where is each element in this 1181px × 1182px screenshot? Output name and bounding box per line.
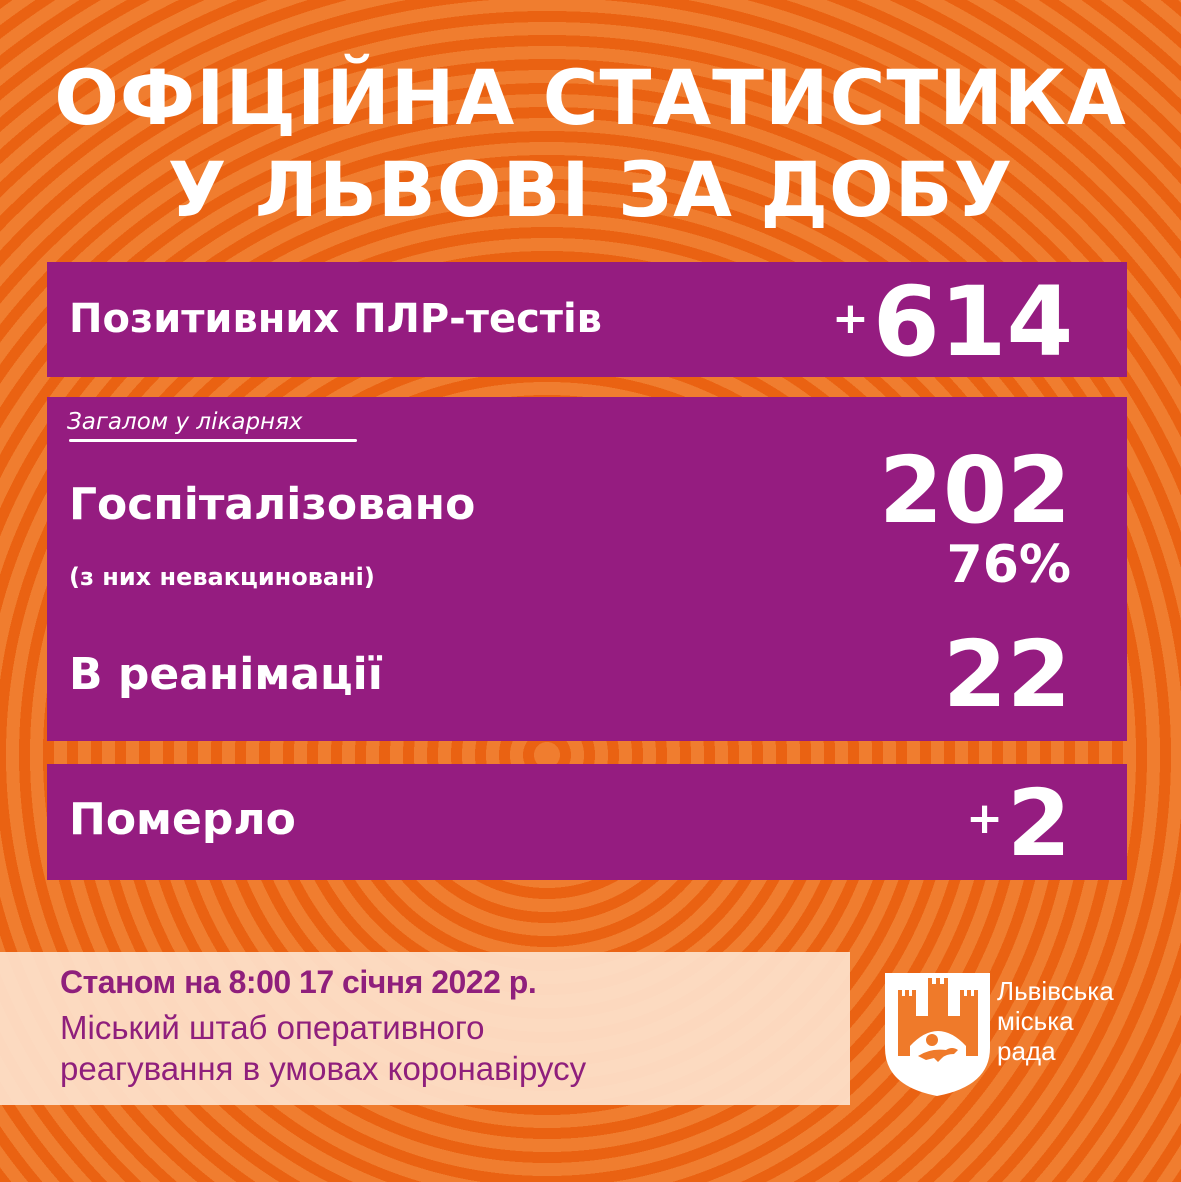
positive-tests-label: Позитивних ПЛР-тестів (69, 296, 602, 342)
hospitalized-label: Госпіталізовано (69, 479, 476, 530)
deaths-value: +2 (966, 778, 1071, 870)
title-line-1: ОФІЦІЙНА СТАТИСТИКА (54, 53, 1127, 142)
positive-tests-number: 614 (872, 266, 1074, 378)
footer-source-box: Станом на 8:00 17 січня 2022 р. Міський … (0, 952, 850, 1105)
hospitals-panel: Загалом у лікарнях Госпіталізовано 202 (… (47, 397, 1127, 741)
deaths-label: Померло (69, 794, 296, 845)
city-council-logo-text: Львівська міська рада (997, 976, 1114, 1066)
section-underline (69, 439, 357, 442)
positive-tests-panel: Позитивних ПЛР-тестів +614 (47, 262, 1127, 377)
icu-value: 22 (942, 621, 1071, 728)
icu-label: В реанімації (69, 649, 383, 700)
unvaccinated-value: 76% (946, 535, 1071, 595)
logo-line-2: міська (997, 1006, 1074, 1036)
logo-line-1: Львівська (997, 976, 1114, 1006)
deaths-number: 2 (1006, 770, 1071, 877)
hospitalized-value: 202 (878, 437, 1071, 544)
unvaccinated-label: (з них невакциновані) (69, 563, 375, 591)
positive-tests-value: +614 (832, 274, 1073, 370)
source-line-2: реагування в умовах коронавірусу (60, 1050, 587, 1087)
date-line: Станом на 8:00 17 січня 2022 р. (60, 964, 537, 1000)
title-line-2: У ЛЬВОВІ ЗА ДОБУ (167, 145, 1014, 234)
plus-sign: + (966, 793, 1003, 844)
lviv-coat-of-arms-icon (885, 973, 990, 1096)
plus-sign: + (832, 293, 869, 344)
source-line-1: Міський штаб оперативного (60, 1009, 485, 1046)
deaths-panel: Померло +2 (47, 764, 1127, 880)
hospitals-section-label: Загалом у лікарнях (67, 409, 303, 435)
logo-line-3: рада (997, 1036, 1056, 1066)
